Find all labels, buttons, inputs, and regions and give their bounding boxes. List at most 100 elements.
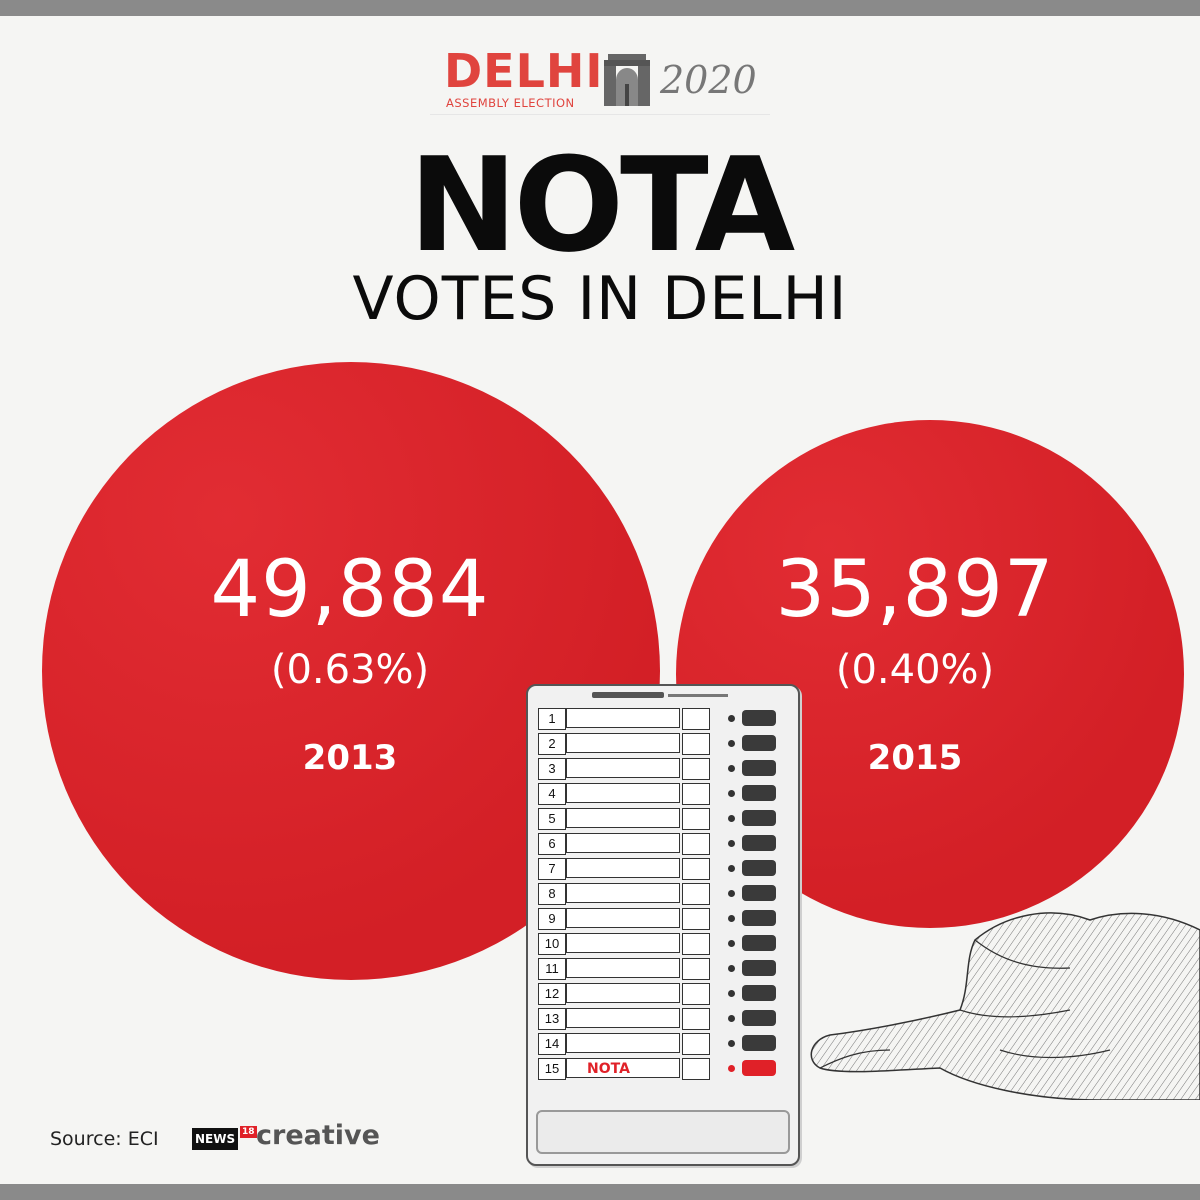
nota-votes-percent: (0.40%): [835, 647, 995, 693]
evm-candidate-slot: [566, 933, 680, 953]
evm-symbol-box: [682, 858, 710, 880]
evm-indicator-light: [728, 840, 735, 847]
evm-indicator-light: [728, 915, 735, 922]
evm-row-number: 8: [538, 883, 566, 905]
evm-row-number: 15: [538, 1058, 566, 1080]
logo-year: 2020: [660, 58, 757, 102]
bottom-border: [0, 1184, 1200, 1200]
evm-row-number: 7: [538, 858, 566, 880]
evm-top-slot: [592, 692, 664, 698]
evm-row: 7: [538, 858, 792, 880]
evm-indicator-light: [728, 1040, 735, 1047]
evm-symbol-box: [682, 833, 710, 855]
evm-indicator-light: [728, 1015, 735, 1022]
evm-symbol-box: [682, 1008, 710, 1030]
evm-symbol-box: [682, 783, 710, 805]
evm-vote-button: [742, 835, 776, 851]
evm-row-number: 14: [538, 1033, 566, 1055]
figure-2015: 35,897 (0.40%) 2015: [665, 550, 1165, 778]
nota-votes-percent: (0.63%): [270, 647, 430, 693]
evm-candidate-slot: [566, 958, 680, 978]
evm-row-number: 12: [538, 983, 566, 1005]
brand-creative-label: creative: [256, 1120, 380, 1151]
source-note: Source: ECI: [50, 1128, 159, 1150]
page-title: NOTA: [408, 129, 796, 281]
evm-indicator-light: [728, 865, 735, 872]
evm-vote-button: [742, 885, 776, 901]
nota-votes-value: 49,884: [210, 545, 490, 635]
election-logo: DELHI ASSEMBLY ELECTION 2020: [430, 44, 770, 116]
evm-vote-button: [742, 1010, 776, 1026]
evm-candidate-slot: [566, 858, 680, 878]
evm-indicator-light: [728, 1065, 735, 1072]
evm-candidate-slot: [566, 783, 680, 803]
evm-indicator-light: [728, 965, 735, 972]
evm-symbol-box: [682, 908, 710, 930]
circle-2013: [42, 362, 660, 980]
evm-candidate-slot: [566, 733, 680, 753]
evm-vote-button: [742, 710, 776, 726]
evm-candidate-slot: [566, 833, 680, 853]
evm-row: 9: [538, 908, 792, 930]
evm-symbol-box: [682, 1033, 710, 1055]
evm-row: 6: [538, 833, 792, 855]
evm-candidate-slot: [566, 708, 680, 728]
evm-row: 3: [538, 758, 792, 780]
evm-row-number: 10: [538, 933, 566, 955]
evm-row: 2: [538, 733, 792, 755]
evm-row-number: 11: [538, 958, 566, 980]
figure-2013: 49,884 (0.63%) 2013: [100, 550, 600, 778]
evm-row: 10: [538, 933, 792, 955]
evm-vote-button: [742, 860, 776, 876]
evm-row-number: 13: [538, 1008, 566, 1030]
logo-word: DELHI: [444, 44, 604, 98]
evm-symbol-box: [682, 708, 710, 730]
evm-vote-button: [742, 785, 776, 801]
evm-symbol-box: [682, 758, 710, 780]
evm-indicator-light: [728, 890, 735, 897]
evm-row-number: 1: [538, 708, 566, 730]
evm-vote-button: [742, 910, 776, 926]
logo-subtitle: ASSEMBLY ELECTION: [446, 96, 575, 110]
evm-indicator-light: [728, 815, 735, 822]
evm-row: 12: [538, 983, 792, 1005]
evm-symbol-box: [682, 958, 710, 980]
evm-row: 8: [538, 883, 792, 905]
evm-indicator-light: [728, 765, 735, 772]
evm-indicator-light: [728, 740, 735, 747]
evm-base-panel: [536, 1110, 790, 1154]
voting-machine-illustration: 1 2 3 4 5 6 7 8 9 10 11 12 13 14 15 NOTA: [526, 684, 800, 1166]
evm-row-number: 4: [538, 783, 566, 805]
logo-divider: [430, 114, 770, 115]
evm-nota-label: NOTA: [566, 1058, 680, 1078]
evm-symbol-box: [682, 808, 710, 830]
evm-symbol-box: [682, 883, 710, 905]
evm-candidate-slot: [566, 883, 680, 903]
page-subtitle: VOTES IN DELHI: [352, 264, 848, 334]
evm-row: 5: [538, 808, 792, 830]
evm-symbol-box: [682, 733, 710, 755]
evm-indicator-light: [728, 790, 735, 797]
evm-vote-button: [742, 735, 776, 751]
evm-row: 14: [538, 1033, 792, 1055]
evm-symbol-box: [682, 933, 710, 955]
evm-candidate-slot: [566, 758, 680, 778]
evm-nota-button: [742, 1060, 776, 1076]
evm-vote-button: [742, 1035, 776, 1051]
top-border: [0, 0, 1200, 16]
india-gate-icon: [604, 54, 650, 106]
evm-row-number: 2: [538, 733, 566, 755]
evm-row: 4: [538, 783, 792, 805]
evm-row: 13: [538, 1008, 792, 1030]
brand-news-label: NEWS: [192, 1128, 239, 1150]
evm-row-number: 6: [538, 833, 566, 855]
evm-row-number: 3: [538, 758, 566, 780]
evm-indicator-light: [728, 940, 735, 947]
evm-candidate-slot: [566, 1008, 680, 1028]
election-year: 2015: [867, 738, 963, 778]
election-year: 2013: [302, 738, 398, 778]
evm-indicator-light: [728, 990, 735, 997]
evm-candidate-slot: [566, 983, 680, 1003]
evm-row-number: 5: [538, 808, 566, 830]
evm-row: 11: [538, 958, 792, 980]
